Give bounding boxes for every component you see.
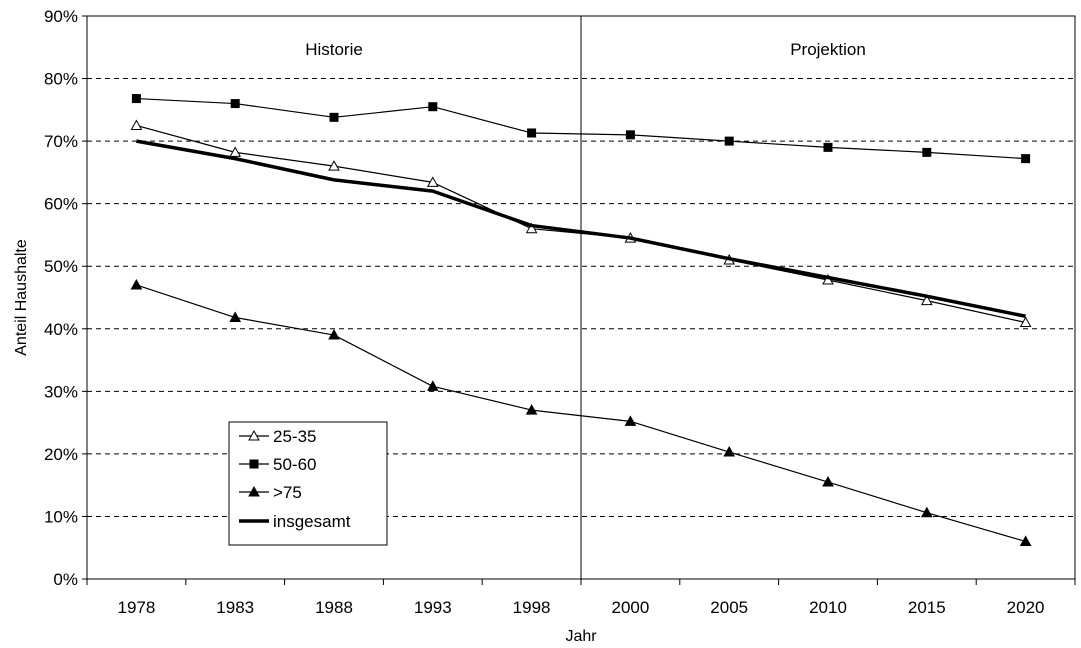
data-point — [920, 294, 933, 306]
data-point — [130, 119, 143, 130]
data-point — [130, 278, 143, 290]
legend-item: >75 — [239, 483, 302, 502]
series-line — [136, 139, 1026, 318]
series-line — [136, 284, 1026, 543]
legend-marker — [248, 429, 260, 441]
x-tick-label: 2000 — [611, 598, 649, 617]
series-3 — [136, 139, 1026, 318]
data-point — [1021, 154, 1031, 164]
x-tick-label: 1988 — [315, 598, 353, 617]
legend — [228, 421, 388, 546]
data-point — [229, 146, 242, 157]
data-point — [527, 128, 537, 138]
data-point — [329, 112, 339, 122]
data-point — [426, 176, 439, 187]
data-point — [525, 222, 538, 234]
data-point — [724, 136, 734, 146]
x-axis-title: Jahr — [565, 628, 597, 645]
data-point — [624, 415, 637, 426]
series-1 — [131, 94, 1031, 164]
legend-label: insgesamt — [273, 512, 351, 531]
x-tick-label: 2005 — [710, 598, 748, 617]
data-point — [328, 160, 340, 171]
data-point — [823, 142, 833, 152]
data-point — [230, 99, 240, 109]
y-axis-title: Anteil Haushalte — [13, 239, 30, 356]
y-tick-label: 60% — [44, 195, 78, 214]
y-tick-label: 30% — [44, 382, 78, 401]
data-point — [426, 380, 439, 391]
y-tick-label: 70% — [44, 132, 78, 151]
data-point — [625, 130, 635, 140]
data-point — [922, 147, 932, 157]
data-point — [229, 311, 242, 323]
legend-item: 25-35 — [239, 427, 316, 446]
x-tick-label: 2015 — [908, 598, 946, 617]
data-point — [1019, 316, 1032, 328]
y-tick-label: 40% — [44, 320, 78, 339]
data-point — [822, 476, 834, 487]
x-tick-label: 2010 — [809, 598, 847, 617]
legend-item: 50-60 — [239, 455, 316, 474]
legend-marker — [248, 485, 260, 497]
series-2 — [130, 278, 1032, 546]
y-tick-label: 80% — [44, 70, 78, 89]
y-tick-label: 20% — [44, 445, 78, 464]
region-label-projektion: Projektion — [790, 40, 866, 59]
y-tick-label: 10% — [44, 507, 78, 526]
data-point — [1019, 535, 1032, 546]
x-tick-label: 1978 — [117, 598, 155, 617]
data-point — [428, 102, 438, 112]
y-tick-label: 50% — [44, 257, 78, 276]
x-tick-label: 1983 — [216, 598, 254, 617]
x-tick-label: 1998 — [513, 598, 551, 617]
data-point — [723, 445, 736, 457]
series-line — [136, 97, 1026, 160]
region-label-historie: Historie — [305, 40, 363, 59]
data-point — [328, 329, 340, 340]
legend-label: >75 — [273, 483, 302, 502]
legend-item: insgesamt — [239, 512, 351, 531]
legend-marker — [249, 459, 259, 469]
data-point — [131, 94, 141, 104]
legend-label: 25-35 — [273, 427, 316, 446]
x-tick-label: 1993 — [414, 598, 452, 617]
y-tick-label: 0% — [53, 570, 78, 589]
y-tick-label: 90% — [44, 7, 78, 26]
data-point — [920, 506, 933, 518]
legend-label: 50-60 — [273, 455, 316, 474]
x-tick-label: 2020 — [1007, 598, 1045, 617]
data-point — [525, 404, 538, 415]
